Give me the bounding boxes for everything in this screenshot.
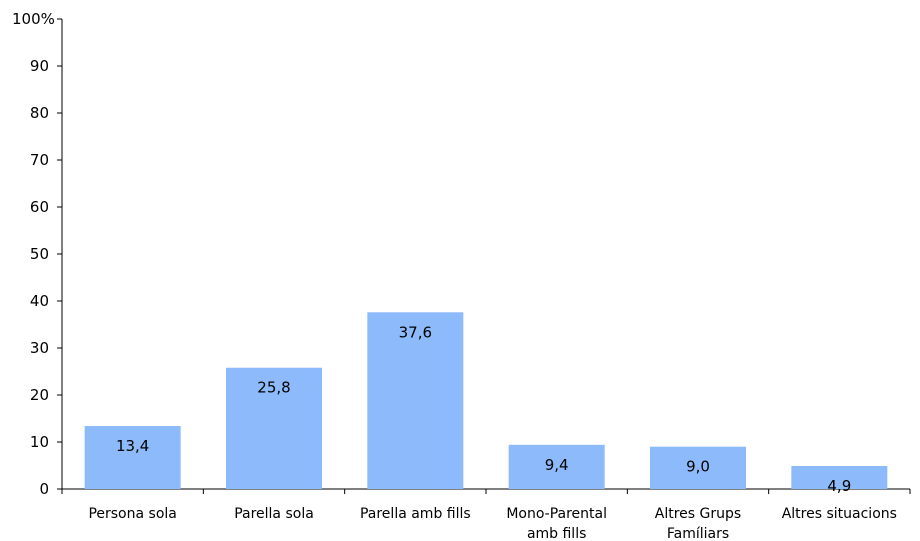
data-label: 37,6 (399, 323, 432, 341)
data-label: 9,0 (686, 458, 710, 476)
x-tick-label: Mono-Parental (506, 506, 607, 522)
x-tick-label: Parella amb fills (360, 506, 471, 522)
bar (650, 446, 746, 489)
bar (508, 444, 605, 489)
y-tick-label: 0 (39, 480, 49, 498)
y-tick-label: 100% (12, 10, 55, 28)
data-label: 4,9 (827, 477, 851, 495)
y-tick-label: 40 (30, 292, 49, 310)
data-labels: 13,4 25,8 37,6 9,4 9,0 4,9 (116, 323, 851, 495)
y-tick-label: 90 (30, 57, 49, 75)
bar (84, 426, 181, 489)
bars (84, 312, 888, 489)
data-label: 25,8 (257, 379, 290, 397)
data-label: 9,4 (545, 456, 569, 474)
x-tick-label: Parella sola (234, 506, 314, 522)
bar (367, 312, 464, 489)
x-tick-label: amb fills (527, 526, 586, 541)
y-tick-label: 10 (30, 433, 49, 451)
bar (791, 465, 888, 489)
y-tick-label: 50 (30, 245, 49, 263)
x-tick-label: Famíliars (667, 526, 729, 541)
x-tick-label: Persona sola (88, 506, 176, 522)
y-axis: 0 10 20 30 40 50 60 70 80 90 100% (12, 10, 63, 498)
y-tick-label: 30 (30, 339, 49, 357)
data-label: 13,4 (116, 437, 149, 455)
y-tick-label: 70 (30, 151, 49, 169)
x-axis: Persona sola Parella sola Parella amb fill… (61, 488, 911, 541)
y-tick-label: 80 (30, 104, 49, 122)
x-tick-label: Altres situacions (782, 506, 897, 522)
y-tick-label: 20 (30, 386, 49, 404)
x-tick-label: Altres Grups (655, 506, 741, 522)
bar (226, 367, 322, 489)
y-tick-label: 60 (30, 198, 49, 216)
